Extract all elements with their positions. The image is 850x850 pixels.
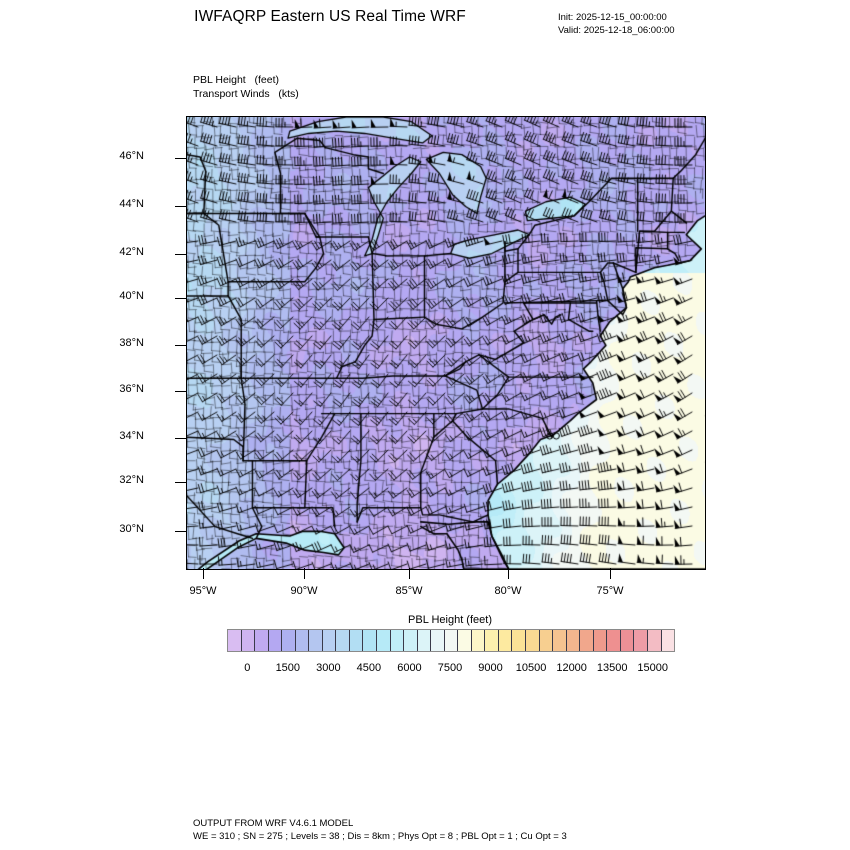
colorbar-swatch[interactable] [620, 630, 635, 651]
colorbar-tick-label: 12000 [556, 662, 587, 674]
longitude-tick-mark [304, 568, 305, 579]
colorbar[interactable] [227, 629, 675, 652]
pbl-height-field-label: PBL Height (feet) [193, 74, 279, 86]
colorbar-swatch[interactable] [377, 630, 391, 651]
map-plot-area[interactable] [186, 116, 706, 570]
latitude-tick-label: 46°N [119, 150, 144, 162]
colorbar-swatch[interactable] [322, 630, 337, 651]
latitude-tick-label: 38°N [119, 337, 144, 349]
model-config-label: WE = 310 ; SN = 275 ; Levels = 38 ; Dis … [193, 831, 567, 842]
colorbar-swatch[interactable] [444, 630, 459, 651]
model-version-label: OUTPUT FROM WRF V4.6.1 MODEL [193, 818, 354, 829]
latitude-tick-label: 36°N [119, 383, 144, 395]
colorbar-swatch[interactable] [390, 630, 405, 651]
colorbar-tick-label: 1500 [275, 662, 301, 674]
latitude-tick-mark [175, 482, 186, 483]
valid-time-label: Valid: 2025-12-18_06:00:00 [558, 25, 675, 36]
latitude-tick-mark [175, 391, 186, 392]
colorbar-title: PBL Height (feet) [408, 614, 492, 626]
colorbar-swatch[interactable] [553, 630, 567, 651]
colorbar-swatch[interactable] [404, 630, 418, 651]
run-timestamp-block: Init: 2025-12-15_00:00:00 Valid: 2025-12… [558, 11, 675, 37]
colorbar-swatch[interactable] [485, 630, 499, 651]
latitude-tick-mark [175, 206, 186, 207]
colorbar-swatch[interactable] [309, 630, 323, 651]
latitude-tick-mark [175, 158, 186, 159]
latitude-tick-mark [175, 254, 186, 255]
colorbar-tick-label: 0 [244, 662, 251, 674]
model-footer: OUTPUT FROM WRF V4.6.1 MODEL WE = 310 ; … [193, 817, 567, 843]
longitude-tick-mark [203, 568, 204, 579]
transport-winds-field-label: Transport Winds (kts) [193, 87, 299, 100]
field-label-block: PBL Height (feet) Transport Winds (kts) [193, 74, 299, 101]
colorbar-swatch[interactable] [458, 630, 472, 651]
latitude-tick-label: 34°N [119, 430, 144, 442]
pbl-height-heatmap-canvas [187, 117, 705, 569]
colorbar-swatch[interactable] [539, 630, 554, 651]
longitude-tick-label: 85°W [395, 585, 423, 597]
page-title: IWFAQRP Eastern US Real Time WRF [194, 8, 466, 25]
longitude-tick-mark [508, 568, 509, 579]
longitude-tick-label: 75°W [596, 585, 624, 597]
colorbar-swatch[interactable] [336, 630, 350, 651]
colorbar-swatch[interactable] [268, 630, 283, 651]
colorbar-tick-label: 9000 [478, 662, 503, 674]
colorbar-tick-labels: 0 1500 3000 4500 6000 7500 9000 10500 12000 13500… [227, 662, 673, 676]
colorbar-swatch[interactable] [431, 630, 445, 651]
colorbar-swatch[interactable] [512, 630, 527, 651]
latitude-tick-label: 44°N [119, 198, 144, 210]
colorbar-tick-label: 10500 [515, 662, 547, 674]
colorbar-swatch[interactable] [417, 630, 432, 651]
colorbar-swatch[interactable] [634, 630, 648, 651]
colorbar-tick-label: 13500 [596, 662, 628, 674]
colorbar-swatch[interactable] [282, 630, 296, 651]
latitude-tick-label: 32°N [119, 474, 144, 486]
longitude-tick-mark [610, 568, 611, 579]
colorbar-swatch[interactable] [607, 630, 621, 651]
colorbar-tick-label: 4500 [356, 662, 382, 674]
colorbar-swatch[interactable] [593, 630, 608, 651]
colorbar-tick-label: 7500 [437, 662, 463, 674]
colorbar-swatch[interactable] [526, 630, 540, 651]
latitude-tick-mark [175, 298, 186, 299]
latitude-tick-mark [175, 531, 186, 532]
longitude-tick-mark [409, 568, 410, 579]
colorbar-swatch[interactable] [498, 630, 513, 651]
colorbar-swatch[interactable] [349, 630, 364, 651]
colorbar-tick-label: 6000 [397, 662, 422, 674]
colorbar-swatch[interactable] [471, 630, 486, 651]
colorbar-swatch[interactable] [661, 630, 675, 651]
colorbar-tick-label: 15000 [637, 662, 669, 674]
latitude-tick-mark [175, 345, 186, 346]
longitude-tick-label: 80°W [494, 585, 522, 597]
latitude-tick-label: 42°N [119, 246, 144, 258]
colorbar-swatch[interactable] [228, 630, 242, 651]
colorbar-swatch[interactable] [363, 630, 378, 651]
longitude-tick-label: 90°W [290, 585, 318, 597]
latitude-tick-label: 40°N [119, 290, 144, 302]
latitude-tick-mark [175, 438, 186, 439]
colorbar-swatch[interactable] [295, 630, 310, 651]
colorbar-tick-label: 3000 [316, 662, 341, 674]
init-time-label: Init: 2025-12-15_00:00:00 [558, 12, 667, 23]
colorbar-swatch[interactable] [647, 630, 662, 651]
longitude-tick-label: 95°W [189, 585, 217, 597]
colorbar-swatch[interactable] [255, 630, 269, 651]
colorbar-swatch[interactable] [241, 630, 256, 651]
colorbar-swatch[interactable] [566, 630, 581, 651]
colorbar-swatch[interactable] [580, 630, 594, 651]
latitude-tick-label: 30°N [119, 523, 144, 535]
